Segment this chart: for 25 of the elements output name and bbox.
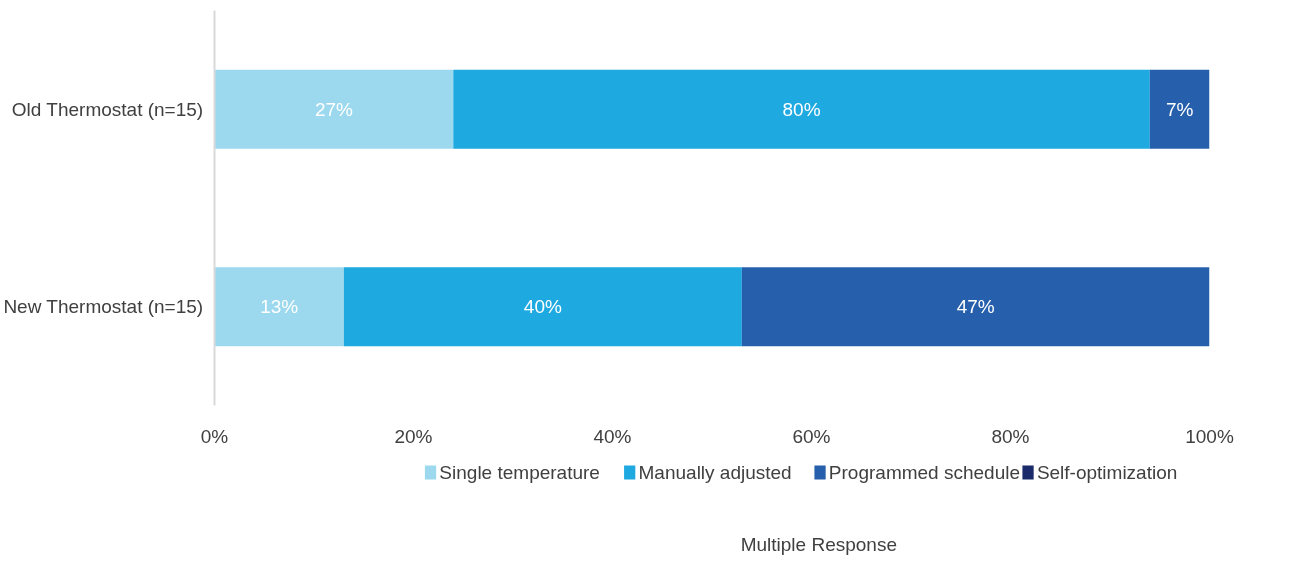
x-tick-label: 60%	[792, 425, 831, 447]
x-tick-label: 20%	[394, 425, 433, 447]
y-tick-label: Old Thermostat (n=15)	[11, 98, 204, 120]
x-tick-label: 80%	[991, 425, 1030, 447]
annotation: 7%	[1165, 98, 1194, 120]
bar	[214, 267, 344, 347]
bar	[343, 267, 742, 347]
x-tick-label: 100%	[1185, 425, 1234, 447]
bar	[1149, 69, 1210, 149]
annotation: 27%	[314, 98, 354, 120]
annotation: 80%	[782, 98, 821, 120]
legend-label: Single temperature	[439, 462, 600, 483]
x-tick-label: 0%	[200, 425, 229, 447]
bar	[453, 69, 1150, 149]
x-axis-title: Multiple Response	[740, 534, 897, 555]
legend-label: Programmed schedule	[828, 462, 1021, 483]
legend-label: Self-optimization	[1036, 462, 1178, 483]
bar	[214, 69, 454, 149]
y-tick-label: New Thermostat (n=15)	[3, 296, 204, 318]
data-label: 40%	[523, 296, 562, 318]
data-label: 13%	[260, 296, 299, 318]
data-label: 47%	[956, 296, 995, 318]
x-tick-label: 40%	[593, 425, 632, 447]
bar	[741, 267, 1210, 347]
legend-label: Manually adjusted	[638, 462, 792, 483]
